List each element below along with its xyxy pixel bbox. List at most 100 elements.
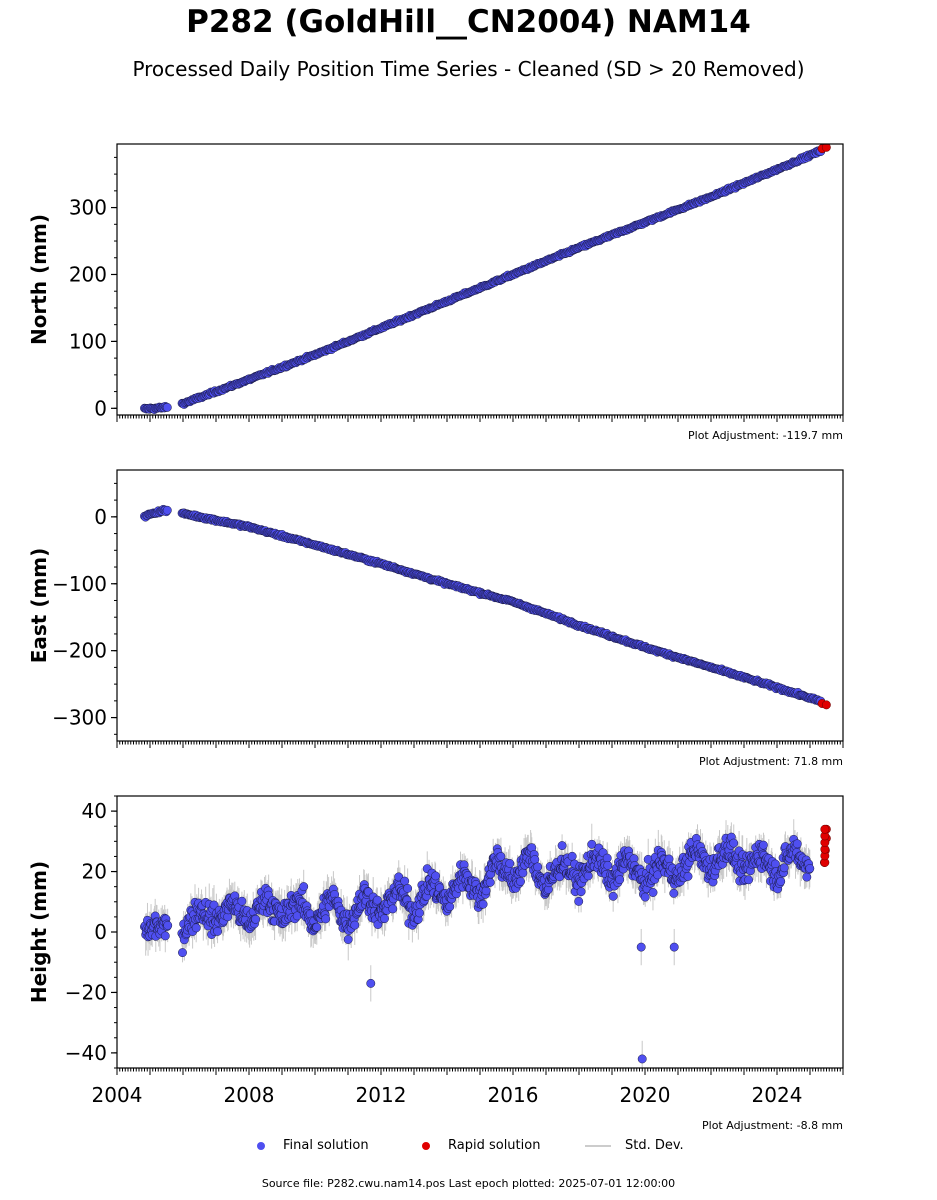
north-marks xyxy=(140,144,831,414)
final-point xyxy=(792,839,802,849)
final-point xyxy=(567,851,577,861)
final-point xyxy=(485,877,495,887)
final-point xyxy=(648,888,658,897)
final-point xyxy=(518,868,528,878)
final-point xyxy=(209,900,219,910)
rapid-point xyxy=(821,144,831,152)
y-tick-label: 200 xyxy=(69,262,107,286)
final-point xyxy=(213,926,223,936)
height-ylabel: Height (mm) xyxy=(27,861,51,1003)
final-point xyxy=(805,864,815,873)
final-point xyxy=(496,852,506,861)
final-point xyxy=(603,860,613,870)
x-tick-label: 2004 xyxy=(92,1083,143,1107)
chart-title: P282 (GoldHill__CN2004) NAM14 xyxy=(186,4,751,40)
final-point xyxy=(372,895,382,905)
final-point xyxy=(557,841,567,851)
std-dev-line-icon xyxy=(585,1144,611,1147)
final-point xyxy=(533,862,543,872)
final-point xyxy=(640,892,650,902)
legend: Final solution Rapid solution Std. Dev. xyxy=(0,1138,937,1158)
final-point xyxy=(178,948,187,958)
final-point xyxy=(770,859,780,869)
final-point xyxy=(776,877,786,886)
final-point xyxy=(299,882,309,892)
east-marks xyxy=(140,504,831,710)
x-tick-label: 2020 xyxy=(620,1083,671,1107)
final-point xyxy=(431,871,441,881)
final-point xyxy=(683,871,693,881)
height-plot-adjustment: Plot Adjustment: -8.8 mm xyxy=(702,1119,843,1132)
final-point xyxy=(516,877,525,886)
north-plot-adjustment: Plot Adjustment: -119.7 mm xyxy=(688,429,843,442)
legend-rapid: Rapid solution xyxy=(422,1138,540,1153)
final-point xyxy=(583,871,593,881)
rapid-point xyxy=(821,700,831,710)
chart-subtitle: Processed Daily Position Time Series - C… xyxy=(132,57,805,81)
final-point xyxy=(162,505,172,515)
final-point xyxy=(669,888,679,898)
rapid-solution-marker-icon xyxy=(422,1141,430,1150)
x-tick-label: 2012 xyxy=(356,1083,407,1107)
final-solution-marker-icon xyxy=(257,1141,265,1150)
y-tick-label: −20 xyxy=(65,980,107,1004)
final-outlier-point xyxy=(637,1054,647,1064)
y-tick-label: 20 xyxy=(82,860,107,884)
legend-stddev: Std. Dev. xyxy=(585,1138,684,1153)
final-point xyxy=(608,891,618,901)
legend-final-label: Final solution xyxy=(283,1138,369,1153)
y-tick-label: −200 xyxy=(52,639,107,663)
rapid-point xyxy=(820,824,830,834)
y-tick-label: −300 xyxy=(52,706,107,730)
east-ylabel: East (mm) xyxy=(27,548,51,664)
final-point xyxy=(574,896,584,906)
y-tick-label: −100 xyxy=(52,572,107,596)
final-point xyxy=(478,899,488,909)
north-ylabel: North (mm) xyxy=(27,214,51,345)
final-outlier-point xyxy=(366,978,376,988)
y-tick-label: 0 xyxy=(94,920,107,944)
x-tick-label: 2008 xyxy=(224,1083,275,1107)
final-point xyxy=(343,935,353,944)
y-tick-label: 300 xyxy=(69,196,107,220)
final-point xyxy=(321,914,331,924)
east-panel: 0 −100 −200 −300 East (mm) xyxy=(27,469,844,748)
final-point xyxy=(587,839,597,849)
final-point xyxy=(350,920,360,930)
final-point xyxy=(163,920,173,930)
final-point xyxy=(505,859,515,868)
legend-rapid-label: Rapid solution xyxy=(448,1138,541,1153)
x-tick-label: 2024 xyxy=(752,1083,803,1107)
source-footer: Source file: P282.cwu.nam14.pos Last epo… xyxy=(261,1177,676,1190)
height-panel: 40 20 0 −20 −40 2004 2008 2012 2016 2020 2024 Heigh… xyxy=(27,795,844,1107)
final-point xyxy=(388,904,398,914)
east-axes-frame xyxy=(116,469,844,742)
final-point xyxy=(251,914,261,924)
final-point xyxy=(445,902,455,912)
final-point xyxy=(664,854,674,864)
north-panel: 0 100 200 300 North (mm) xyxy=(27,143,844,422)
final-outlier-point xyxy=(669,942,679,952)
legend-final: Final solution xyxy=(257,1138,369,1153)
y-tick-label: 0 xyxy=(94,505,107,529)
final-point xyxy=(576,887,586,897)
final-point xyxy=(729,838,739,848)
final-point xyxy=(191,923,201,933)
final-point xyxy=(758,840,768,850)
y-tick-label: 40 xyxy=(82,799,107,823)
final-point xyxy=(312,922,322,932)
y-tick-label: 0 xyxy=(94,396,107,420)
legend-stddev-label: Std. Dev. xyxy=(625,1138,684,1153)
height-marks xyxy=(140,819,831,1068)
x-tick-label: 2016 xyxy=(488,1083,539,1107)
final-point xyxy=(380,914,389,924)
final-point xyxy=(415,908,424,918)
east-plot-adjustment: Plot Adjustment: 71.8 mm xyxy=(698,755,843,768)
final-point xyxy=(615,875,625,885)
final-point xyxy=(162,402,172,412)
final-point xyxy=(779,863,789,873)
final-point xyxy=(160,931,170,941)
final-point xyxy=(744,875,754,885)
y-tick-label: 100 xyxy=(69,329,107,353)
